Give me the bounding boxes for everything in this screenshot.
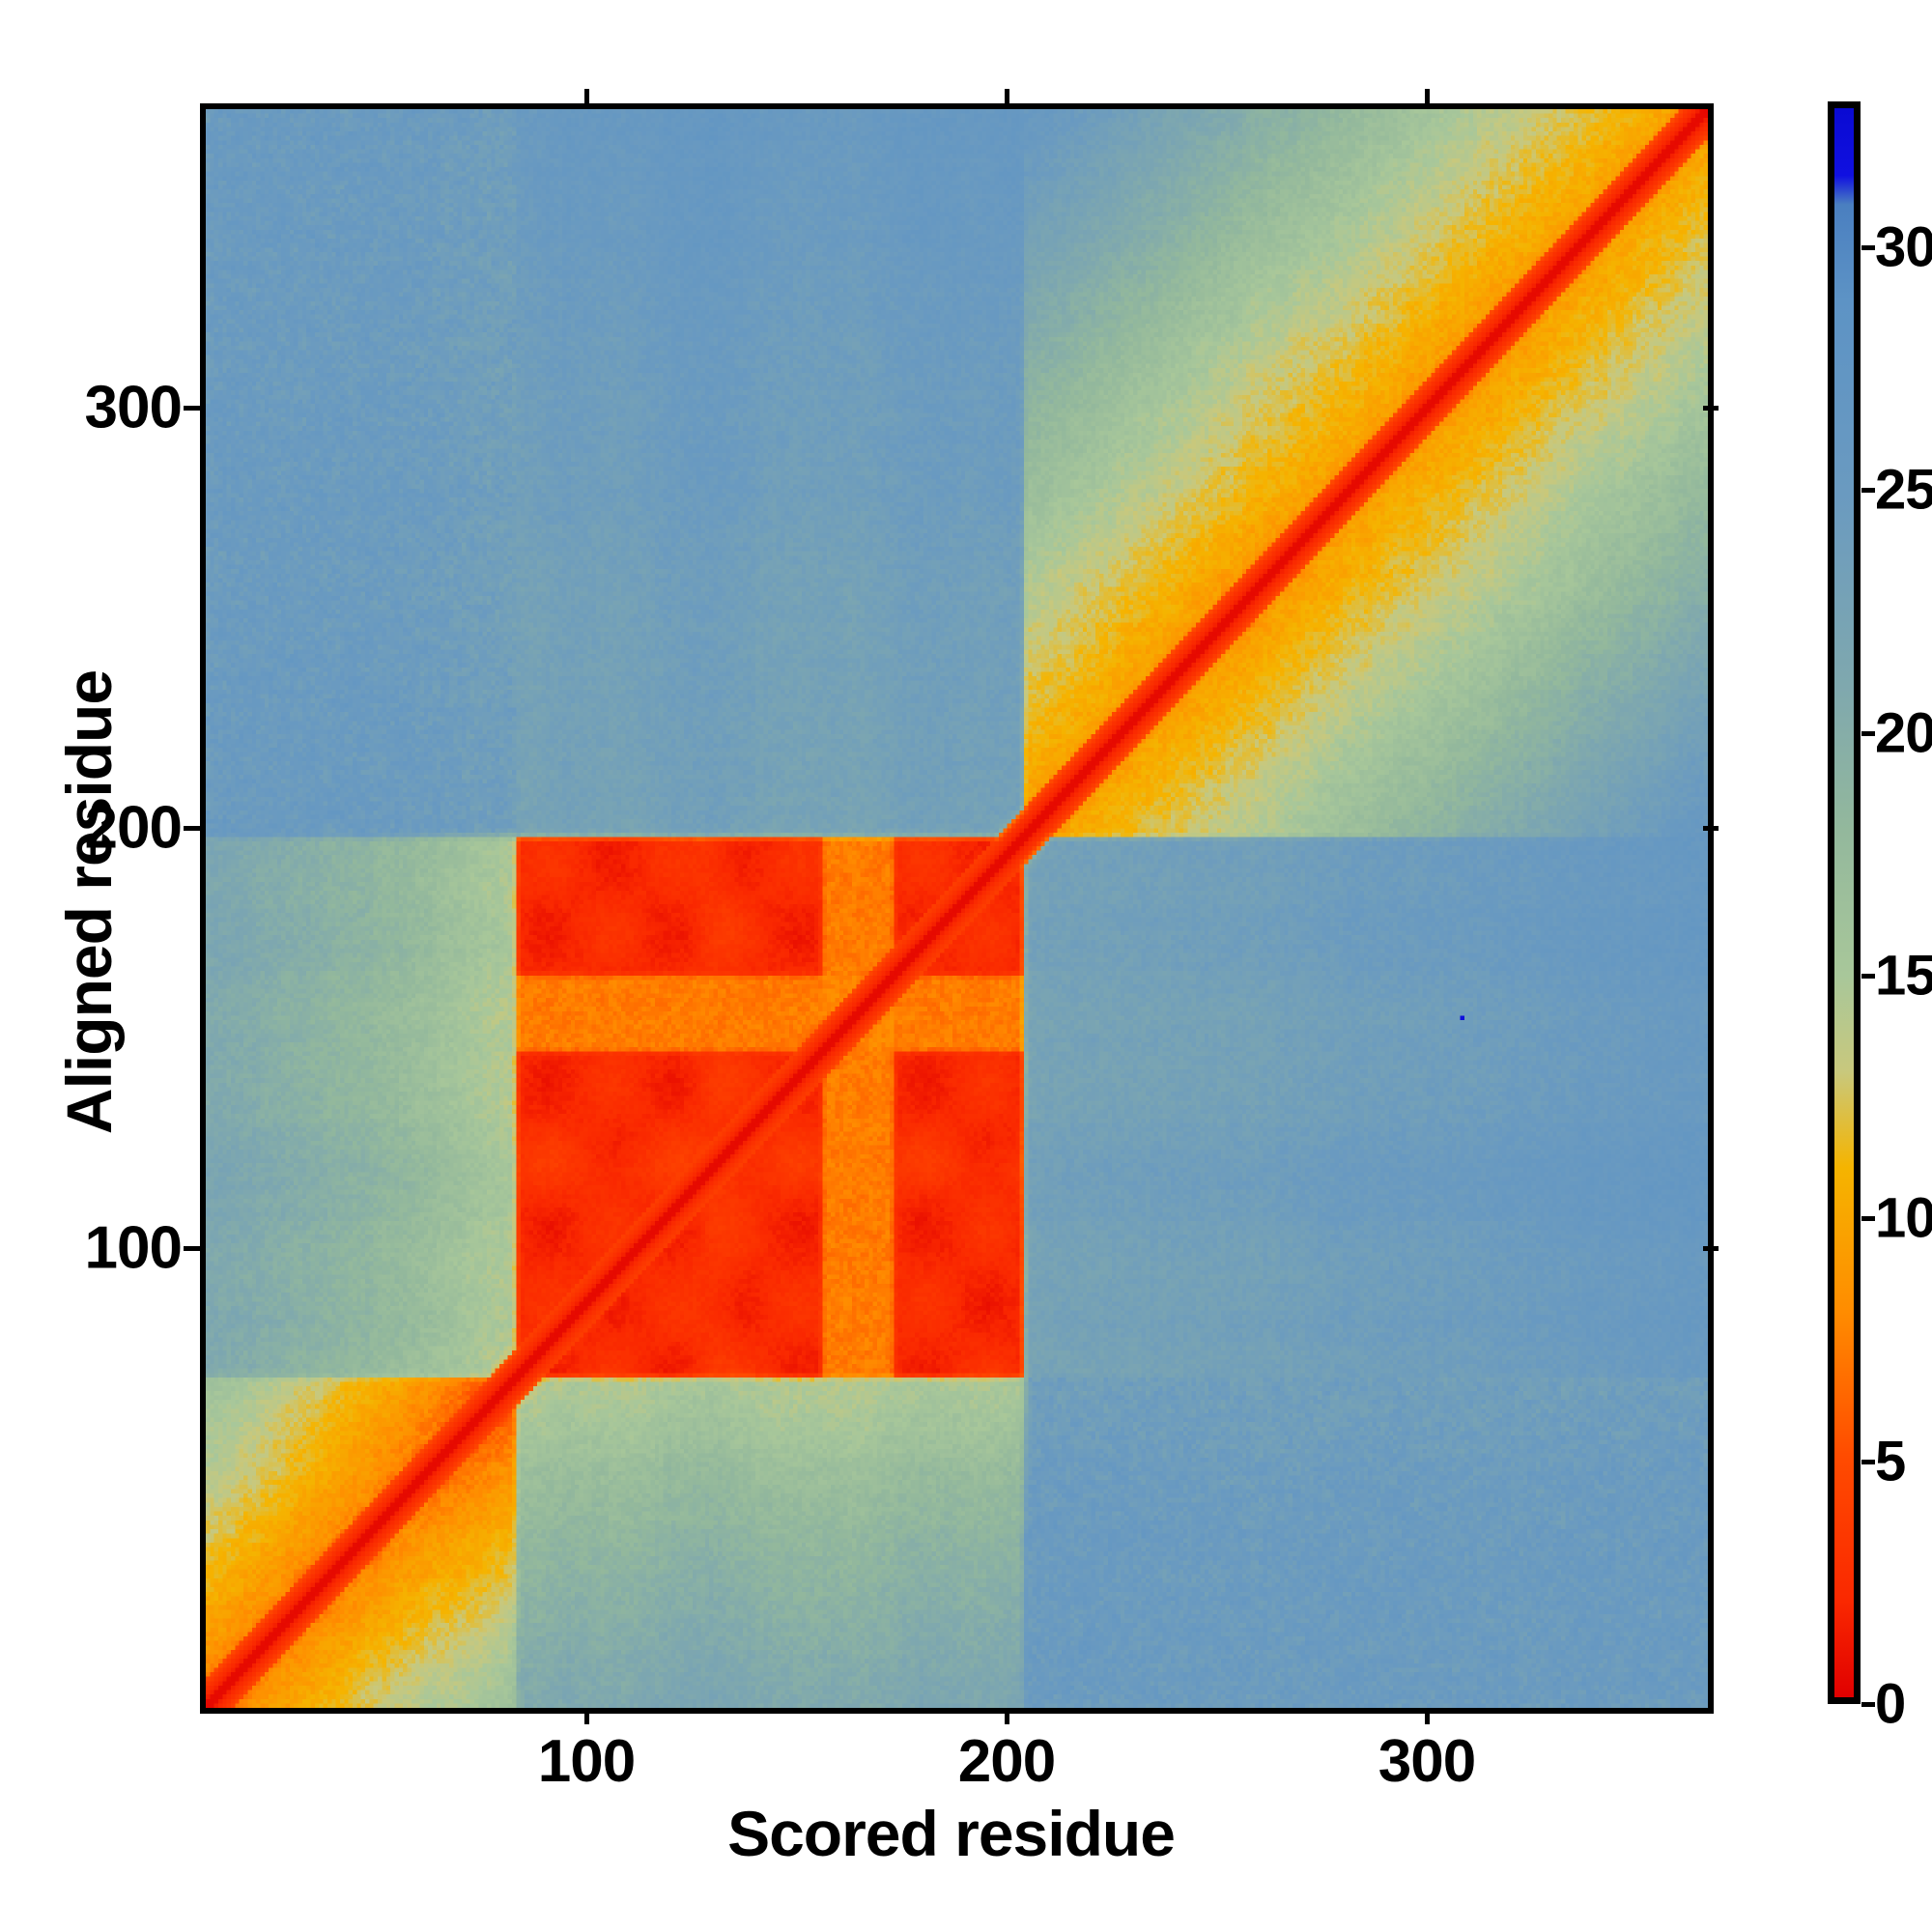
colorbar-tick-0 [1861,1702,1875,1707]
colorbar-label-0: 0 [1875,1672,1906,1736]
y-axis-right-tick-100 [1703,1246,1719,1251]
heatmap-canvas [206,109,1708,1708]
colorbar-label-10: 10 [1875,1186,1932,1250]
y-axis-tick-100 [184,1246,200,1251]
x-axis-tick-200 [1005,1708,1009,1724]
y-axis-title: Aligned residue [53,669,125,1135]
colorbar-tick-20 [1861,730,1875,736]
x-axis-title: Scored residue [727,1798,1176,1869]
y-axis-label-300: 300 [84,374,183,441]
colorbar-tick-15 [1861,973,1875,979]
colorbar-tick-5 [1861,1459,1875,1464]
colorbar-tick-10 [1861,1216,1875,1222]
colorbar-tick-25 [1861,488,1875,494]
x-axis-tick-100 [584,1708,589,1724]
colorbar-label-20: 20 [1875,701,1932,765]
colorbar-label-25: 25 [1875,458,1932,522]
x-axis-tick-300 [1425,1708,1430,1724]
colorbar-gradient [1834,108,1854,1697]
x-axis-top-tick-200 [1005,89,1009,104]
y-axis-tick-300 [184,406,200,411]
x-axis-label-200: 200 [957,1728,1056,1795]
y-axis-tick-200 [184,826,200,831]
heatmap-plot-area [200,103,1714,1714]
x-axis-top-tick-100 [584,89,589,104]
x-axis-top-tick-300 [1425,89,1430,104]
x-axis-label-300: 300 [1378,1728,1476,1795]
y-axis-label-100: 100 [84,1214,183,1282]
colorbar-tick-30 [1861,244,1875,250]
colorbar-label-15: 15 [1875,944,1932,1008]
colorbar-label-5: 5 [1875,1430,1906,1493]
x-axis-label-100: 100 [537,1728,636,1795]
colorbar [1828,101,1861,1704]
colorbar-label-30: 30 [1875,215,1932,279]
y-axis-label-200: 200 [84,794,183,862]
y-axis-right-tick-200 [1703,826,1719,831]
y-axis-right-tick-300 [1703,406,1719,411]
